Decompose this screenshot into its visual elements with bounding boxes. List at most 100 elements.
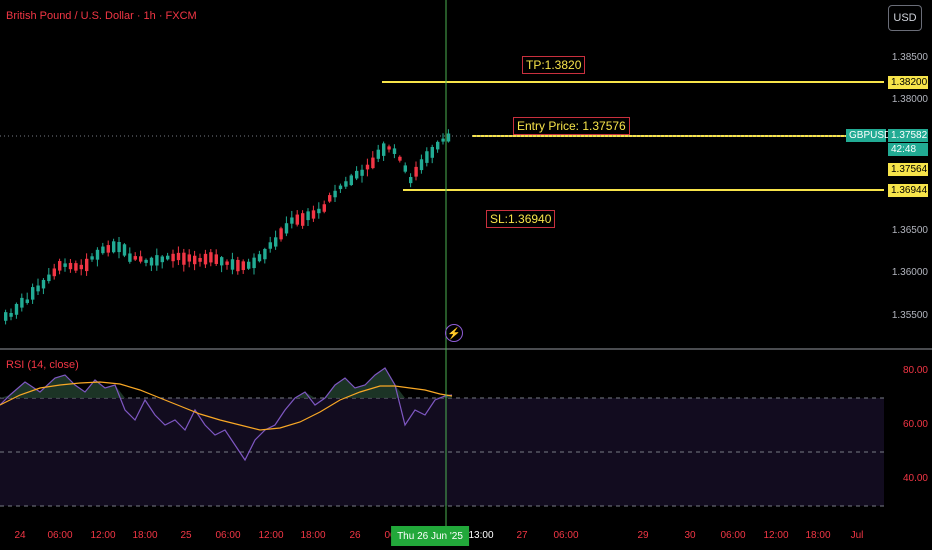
tp-annotation[interactable]: TP:1.3820 <box>522 56 586 74</box>
time-label: 06:00 <box>553 530 579 541</box>
candle-body <box>149 257 154 266</box>
symbol-tag: GBPUSD <box>846 129 891 142</box>
candle-body <box>128 253 132 262</box>
candle-body <box>284 223 289 234</box>
candle-body <box>295 214 299 225</box>
candle-body <box>344 181 348 187</box>
time-label: 30 <box>684 530 696 541</box>
candle-body <box>112 241 116 253</box>
time-label: Jul <box>850 530 864 541</box>
candle-body <box>365 164 370 170</box>
candle-body <box>446 133 451 142</box>
price-tick: 1.35500 <box>891 310 928 321</box>
candle-body <box>176 252 181 261</box>
candle-body <box>398 156 402 161</box>
candle-body <box>198 258 202 262</box>
candle-body <box>382 143 386 156</box>
candle-body <box>155 255 159 266</box>
candle-body <box>193 255 197 265</box>
entry-annotation[interactable]: Entry Price: 1.37576 <box>513 117 630 135</box>
time-label: 18:00 <box>132 530 158 541</box>
time-label: 12:00 <box>763 530 789 541</box>
candle-body <box>441 138 445 142</box>
tp-price-tag: 1.38200 <box>888 76 928 89</box>
candle-body <box>290 217 294 224</box>
time-label: 26 <box>349 530 361 541</box>
candle-body <box>225 261 229 265</box>
countdown-tag: 42:48 <box>888 143 928 156</box>
candle-body <box>371 157 375 169</box>
candle-body <box>68 262 73 270</box>
time-label: 18:00 <box>805 530 831 541</box>
rsi-line <box>0 367 453 462</box>
candle-body <box>209 252 213 263</box>
candle-body <box>4 312 8 321</box>
candle-body <box>252 257 256 269</box>
time-label: 06 <box>384 530 396 541</box>
entry-price-tag: 1.37564 <box>888 163 928 176</box>
candle-body <box>214 254 218 264</box>
candle-body <box>160 256 164 263</box>
candle-body <box>20 297 24 308</box>
candle-body <box>106 245 110 253</box>
candle-body <box>144 259 148 263</box>
time-label: 29 <box>637 530 649 541</box>
candle-body <box>419 159 424 171</box>
candle-body <box>349 175 353 186</box>
candle-body <box>311 210 316 219</box>
candle-body <box>203 253 208 265</box>
rsi-tick: 80.00 <box>902 365 928 376</box>
candle-body <box>268 242 272 249</box>
currency-button[interactable]: USD <box>888 5 922 31</box>
lightning-bolt-icon[interactable]: ⚡ <box>445 324 463 342</box>
candle-body <box>409 177 413 184</box>
candle-body <box>328 195 332 202</box>
time-label: 13:00 <box>468 530 494 541</box>
candle-body <box>317 208 321 214</box>
time-label: 25 <box>180 530 192 541</box>
candle-body <box>360 169 364 176</box>
sl-annotation[interactable]: SL:1.36940 <box>486 210 556 228</box>
candle-body <box>220 257 224 266</box>
candle-body <box>376 149 380 159</box>
time-label: 12:00 <box>90 530 116 541</box>
candle-body <box>392 148 397 154</box>
candle-body <box>247 261 251 269</box>
candle-body <box>187 254 191 262</box>
candle-body <box>355 170 359 179</box>
candle-body <box>95 249 100 260</box>
candle-body <box>338 185 343 190</box>
rsi-label[interactable]: RSI (14, close) <box>6 359 79 371</box>
candle-body <box>85 258 89 272</box>
candlestick-series <box>4 129 451 325</box>
price-tick: 1.38000 <box>891 94 928 105</box>
rsi-tick: 60.00 <box>902 419 928 430</box>
time-label: 27 <box>516 530 528 541</box>
crosshair-time-label: Thu 26 Jun '25 <box>391 526 469 546</box>
rsi-overbought-fill <box>0 368 452 398</box>
candle-body <box>430 146 434 158</box>
candle-body <box>31 287 35 300</box>
candle-body <box>122 244 127 256</box>
candle-body <box>414 166 418 177</box>
candle-body <box>306 211 310 221</box>
candle-body <box>263 248 267 260</box>
symbol-title[interactable]: British Pound / U.S. Dollar · 1h · FXCM <box>6 10 197 22</box>
candle-body <box>279 228 283 240</box>
candle-body <box>171 253 175 262</box>
candle-body <box>333 190 337 198</box>
time-label: 06:00 <box>47 530 73 541</box>
candle-body <box>9 312 13 317</box>
candle-body <box>52 268 56 277</box>
candle-body <box>257 254 262 262</box>
candle-body <box>166 255 170 260</box>
candle-body <box>25 299 29 303</box>
time-label: 06:00 <box>720 530 746 541</box>
candle-body <box>241 261 245 271</box>
candle-body <box>101 246 105 254</box>
candle-body <box>58 261 62 271</box>
candle-body <box>322 204 326 212</box>
candle-body <box>90 256 94 260</box>
candle-body <box>403 165 407 172</box>
